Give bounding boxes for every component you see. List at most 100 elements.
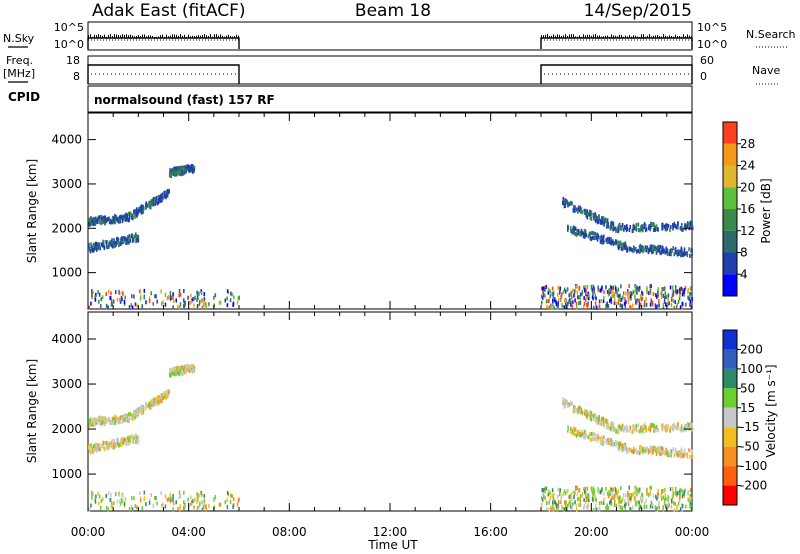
echo-cell [657, 245, 660, 250]
nsky-sample [192, 35, 193, 38]
echo-cell [629, 224, 632, 229]
echo-cell [146, 203, 149, 208]
ground-scatter-cell [154, 496, 156, 501]
echo-cell [592, 213, 594, 218]
ground-scatter-cell [542, 488, 544, 493]
echo-cell [585, 414, 588, 419]
ground-scatter-cell [622, 295, 624, 300]
echo-cell [653, 244, 655, 249]
ground-scatter-cell [637, 287, 639, 292]
power-colorbar-label: Power [dB] [759, 178, 773, 243]
ground-scatter-cell [643, 504, 646, 509]
echo-cell [100, 418, 103, 423]
ground-scatter-cell [148, 296, 151, 301]
echo-cell [171, 368, 173, 373]
ground-scatter-cell [161, 301, 163, 306]
ground-scatter-cell [190, 495, 192, 500]
ground-scatter-cell [111, 302, 114, 307]
ground-scatter-cell [166, 497, 169, 502]
echo-cell [158, 397, 160, 402]
ground-scatter-cell [593, 488, 595, 493]
ground-scatter-cell [640, 492, 643, 497]
ground-scatter-cell [190, 293, 192, 298]
echo-cell [145, 201, 148, 206]
echo-cell [128, 418, 130, 423]
ground-scatter-cell [588, 292, 590, 297]
echo-cell [128, 237, 130, 242]
nsky-sample [122, 34, 123, 38]
nsky-sample [236, 34, 237, 38]
echo-cell [648, 449, 650, 454]
ground-scatter-cell [133, 294, 135, 299]
echo-cell [138, 208, 141, 213]
ground-scatter-cell [585, 498, 588, 503]
ground-scatter-cell [193, 296, 195, 301]
nsearch-tick-low: 10^0 [697, 38, 727, 51]
echo-cell [629, 448, 631, 453]
echo-cell [596, 220, 599, 225]
ground-scatter-cell [560, 496, 562, 501]
ground-scatter-cell [667, 293, 670, 298]
ground-scatter-cell [162, 502, 164, 507]
ground-scatter-cell [674, 491, 677, 496]
ground-scatter-cell [627, 498, 630, 503]
nsky-sample [220, 34, 221, 38]
echo-cell [653, 445, 655, 450]
echo-cell [95, 448, 98, 453]
ground-scatter-cell [586, 302, 588, 307]
ground-scatter-cell [664, 291, 667, 296]
ground-scatter-cell [645, 296, 647, 301]
echo-cell [97, 420, 99, 425]
echo-cell [610, 422, 612, 427]
echo-cell [584, 234, 586, 239]
ground-scatter-cell [94, 497, 96, 502]
echo-cell [121, 219, 124, 224]
nsky-sample [224, 36, 225, 38]
ground-scatter-cell [110, 504, 113, 509]
echo-cell [638, 446, 641, 451]
ground-scatter-cell [620, 284, 622, 289]
ground-scatter-cell [667, 296, 669, 301]
echo-cell [98, 447, 101, 452]
ground-scatter-cell [575, 507, 578, 512]
ground-scatter-cell [613, 293, 615, 298]
echo-cell [633, 226, 636, 231]
ground-scatter-cell [623, 301, 626, 306]
echo-cell [164, 394, 166, 399]
ground-scatter-cell [638, 298, 640, 303]
ground-scatter-cell [584, 298, 587, 303]
ground-scatter-cell [546, 506, 548, 511]
echo-cell [183, 170, 186, 175]
ground-scatter-cell [569, 499, 571, 504]
ground-scatter-cell [625, 300, 627, 305]
ground-scatter-cell [635, 487, 638, 492]
nsky-sample [625, 35, 626, 38]
nsky-sample [573, 34, 574, 38]
echo-cell [612, 227, 614, 232]
echo-cell [688, 448, 690, 453]
echo-cell [128, 438, 130, 443]
nsky-sample [629, 35, 630, 38]
echo-cell [149, 405, 152, 410]
ground-scatter-cell [576, 284, 579, 289]
echo-cell [682, 428, 684, 433]
ground-scatter-cell [629, 507, 631, 512]
nsky-sample [611, 34, 612, 38]
echo-cell [648, 224, 651, 229]
velocity-ylabel: Slant Range [km] [25, 359, 39, 463]
echo-cell [577, 209, 579, 214]
echo-cell [650, 422, 653, 427]
echo-cell [96, 242, 99, 247]
ground-scatter-cell [549, 289, 551, 294]
echo-cell [672, 223, 674, 228]
echo-cell [89, 221, 92, 226]
ground-scatter-cell [649, 504, 652, 509]
echo-cell [88, 448, 91, 453]
ground-scatter-cell [636, 290, 638, 295]
ground-scatter-cell [583, 285, 585, 290]
echo-cell [579, 232, 581, 237]
nsky-sample [182, 35, 183, 38]
echo-cell [691, 452, 694, 457]
echo-cell [593, 214, 596, 219]
echo-cell [580, 410, 582, 415]
